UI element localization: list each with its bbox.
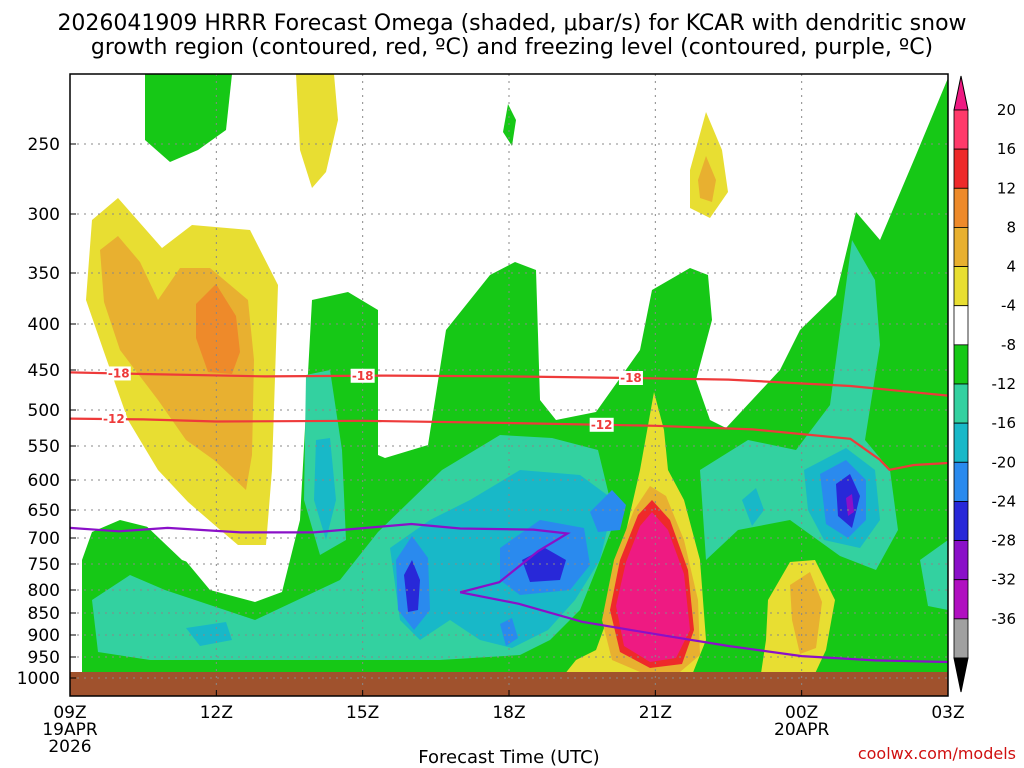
colorbar-label: -12 — [992, 375, 1017, 393]
colorbar-label: -16 — [992, 414, 1017, 432]
y-tick-label: 350 — [28, 264, 60, 284]
colorbar-swatch — [953, 422, 969, 463]
contour-label: -18 — [620, 371, 642, 385]
x-tick-label: 09Z — [53, 703, 86, 723]
colorbar-label: -8 — [1001, 336, 1016, 354]
colorbar-label: -4 — [1001, 297, 1016, 315]
x-tick-label: 03Z — [931, 703, 964, 723]
contour-label: -12 — [591, 418, 613, 432]
omega-region-yellow-top — [296, 74, 338, 188]
contour-freezing_0C — [70, 522, 948, 664]
contour-dendritic_-12C — [70, 417, 948, 471]
colorbar-label: -20 — [992, 453, 1017, 471]
y-tick-label: 400 — [28, 315, 60, 335]
contour-label: -18 — [352, 369, 374, 383]
contours: -18 -18 -18 -12 -12 — [70, 366, 948, 664]
y-tick-label: 750 — [28, 555, 60, 575]
y-tick-label: 700 — [28, 529, 60, 549]
omega-region-cyan-right-small — [742, 488, 764, 526]
omega-region-green-top-left — [145, 74, 232, 162]
contour-label-bg — [618, 371, 643, 385]
omega-region-cyan-left-base — [186, 622, 232, 646]
colorbar-label: -32 — [992, 571, 1017, 589]
y-tick-label: 900 — [28, 626, 60, 646]
colorbar-swatch — [953, 187, 969, 228]
credit-text[interactable]: coolwx.com/models — [858, 744, 1016, 763]
omega-region-teal-far-right — [920, 540, 948, 610]
colorbar-label: 16 — [997, 140, 1016, 158]
colorbar-cap-top — [953, 75, 969, 111]
x-tick-label: 18Z — [492, 703, 525, 723]
omega-region-darkblue-16z — [404, 560, 420, 612]
y-tick-label: 300 — [28, 205, 60, 225]
y-tick-label: 250 — [28, 135, 60, 155]
y-tick-label: 650 — [28, 501, 60, 521]
colorbar-swatch — [953, 540, 969, 581]
colorbar-label: -28 — [992, 532, 1017, 550]
y-tick-label: 950 — [28, 648, 60, 668]
contour-label-bg — [101, 412, 126, 427]
colorbar-swatch — [953, 109, 969, 150]
x-tick-date: 19APR — [42, 720, 98, 740]
omega-region-cyan-left-column — [314, 438, 336, 540]
colorbar-swatch — [953, 501, 969, 541]
plot-area: -18 -18 -18 -12 -12 — [70, 74, 948, 696]
y-tick-label: 800 — [28, 581, 60, 601]
omega-region-magenta-updraft — [616, 512, 690, 662]
y-axis: 2503003504004505005506006507007508008509… — [17, 135, 76, 689]
colorbar-swatch — [953, 618, 969, 659]
chart-title-line1: 2026041909 HRRR Forecast Omega (shaded, … — [57, 11, 966, 36]
x-tick-year: 2026 — [48, 737, 91, 757]
colorbar: 20 16 12 8 4 -4 -8 -12 -16 -20 -24 -28 -32 -36 — [953, 75, 1017, 693]
chart-title-line2: growth region (contoured, red, ºC) and f… — [91, 35, 933, 60]
grid — [70, 74, 948, 696]
x-axis-title: Forecast Time (UTC) — [418, 747, 599, 768]
omega-region-orange-top-right — [698, 156, 716, 202]
x-tick-label: 21Z — [639, 703, 672, 723]
colorbar-swatch — [953, 148, 969, 189]
colorbar-cap-bottom — [953, 657, 969, 693]
x-tick-date: 20APR — [774, 720, 830, 740]
omega-region-blue-18z-base — [500, 618, 518, 646]
contour-dendritic_-18C — [70, 371, 948, 397]
y-tick-label: 450 — [28, 361, 60, 381]
x-tick-label: 15Z — [346, 703, 379, 723]
colorbar-swatch — [953, 266, 969, 307]
omega-region-orange-left-core — [196, 284, 240, 374]
y-tick-label: 850 — [28, 604, 60, 624]
colorbar-label: 12 — [997, 179, 1016, 197]
colorbar-label: 4 — [1006, 258, 1016, 276]
omega-region-blue-20z — [590, 490, 626, 532]
colorbar-swatch — [953, 579, 969, 620]
y-tick-label: 600 — [28, 471, 60, 491]
contour-label-bg — [350, 368, 375, 383]
contour-label-bg — [589, 417, 614, 432]
omega-region-white-notch — [140, 510, 240, 572]
colorbar-swatch — [953, 305, 969, 346]
colorbar-label: 20 — [997, 101, 1016, 119]
y-tick-label: 550 — [28, 437, 60, 457]
contour-label: -18 — [108, 366, 130, 380]
colorbar-label: -36 — [992, 610, 1017, 628]
colorbar-label: -24 — [992, 492, 1017, 510]
x-tick-label: 00Z — [785, 703, 818, 723]
contour-label-bg — [106, 366, 131, 381]
y-tick-label: 1000 — [17, 669, 60, 689]
colorbar-swatch — [953, 227, 969, 267]
colorbar-swatch — [953, 383, 969, 424]
colorbar-label: 8 — [1006, 218, 1016, 236]
colorbar-swatch — [953, 344, 969, 385]
colorbar-swatch — [953, 461, 969, 502]
y-tick-label: 500 — [28, 401, 60, 421]
contour-label: -12 — [103, 412, 125, 426]
x-tick-label: 12Z — [200, 703, 233, 723]
